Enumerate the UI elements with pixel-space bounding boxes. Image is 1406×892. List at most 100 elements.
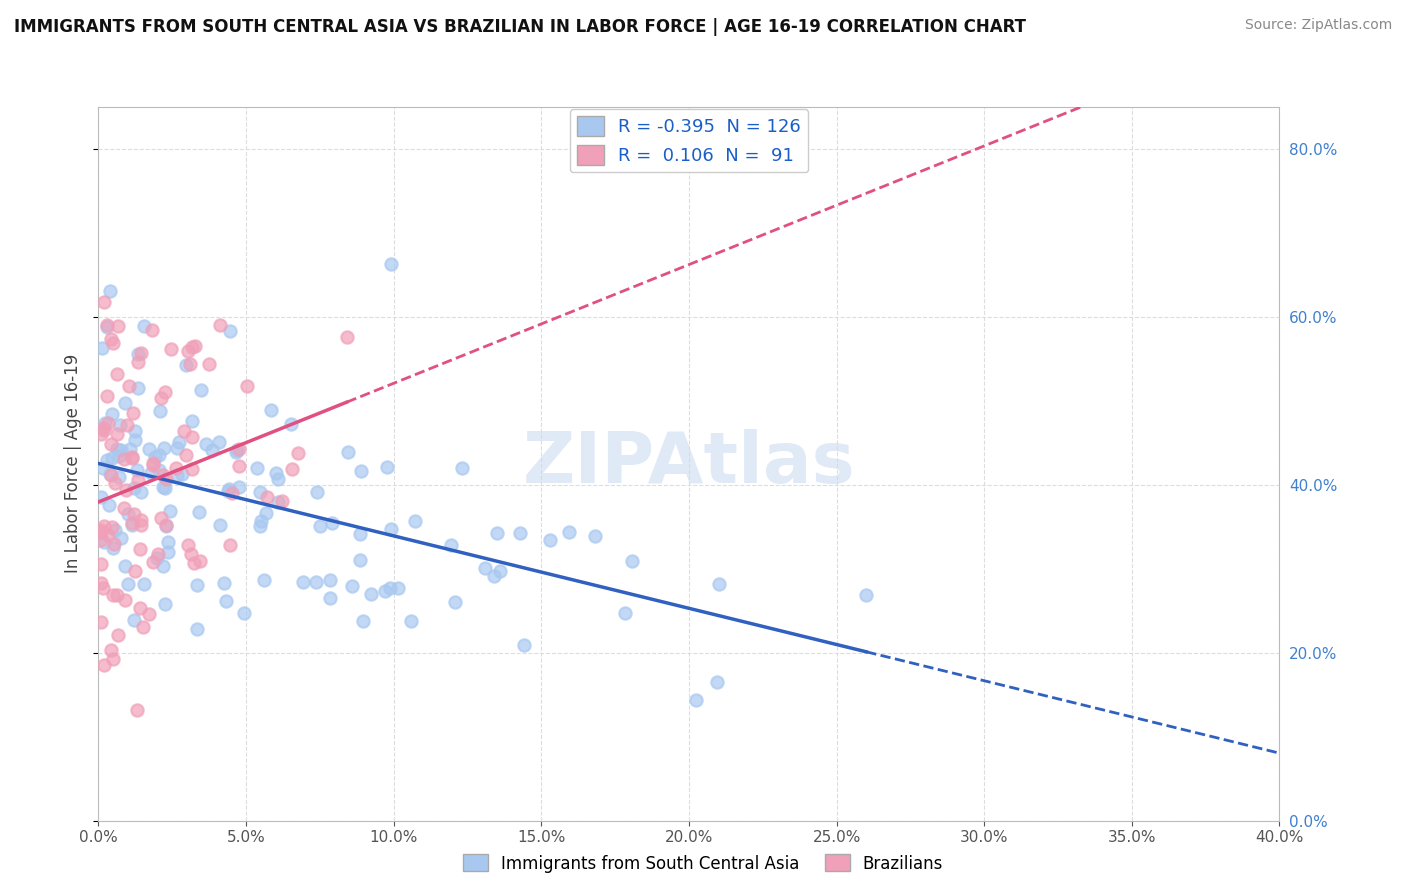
Point — [181, 430, 204, 444]
Point — [107, 628, 129, 642]
Point — [100, 468, 122, 483]
Point — [105, 426, 128, 441]
Point — [114, 396, 136, 410]
Text: Source: ZipAtlas.com: Source: ZipAtlas.com — [1244, 18, 1392, 32]
Point — [583, 529, 606, 543]
Point — [155, 385, 177, 400]
Point — [685, 693, 707, 707]
Point — [440, 537, 463, 551]
Point — [125, 463, 148, 477]
Point — [281, 462, 304, 476]
Point — [375, 459, 398, 474]
Point — [100, 437, 122, 451]
Point — [150, 511, 173, 525]
Point — [488, 564, 510, 578]
Point — [122, 507, 145, 521]
Point — [270, 494, 292, 508]
Point — [149, 391, 172, 405]
Point — [225, 445, 247, 459]
Point — [155, 519, 177, 533]
Point — [160, 342, 183, 356]
Point — [141, 467, 163, 481]
Point — [181, 414, 204, 428]
Point — [115, 417, 138, 432]
Point — [90, 575, 112, 590]
Point — [131, 513, 153, 527]
Point — [228, 442, 250, 456]
Point — [129, 542, 152, 557]
Point — [155, 481, 177, 495]
Point — [538, 533, 561, 547]
Point — [246, 461, 269, 475]
Point — [114, 559, 136, 574]
Point — [110, 532, 132, 546]
Point — [337, 445, 360, 459]
Point — [380, 523, 402, 537]
Point — [404, 514, 426, 528]
Point — [124, 434, 146, 448]
Point — [90, 615, 112, 629]
Point — [190, 383, 212, 397]
Point — [399, 615, 422, 629]
Point — [142, 458, 165, 472]
Point — [153, 441, 176, 455]
Legend: Immigrants from South Central Asia, Brazilians: Immigrants from South Central Asia, Braz… — [456, 847, 950, 880]
Point — [186, 578, 208, 592]
Point — [219, 325, 242, 339]
Point — [103, 588, 125, 602]
Point — [121, 451, 143, 466]
Point — [129, 518, 152, 533]
Point — [159, 504, 181, 518]
Point — [143, 450, 166, 464]
Point — [110, 418, 132, 433]
Point — [186, 622, 208, 636]
Point — [280, 417, 302, 431]
Point — [558, 524, 581, 539]
Point — [249, 485, 271, 500]
Point — [336, 330, 359, 344]
Point — [177, 343, 200, 358]
Point — [201, 443, 224, 458]
Point — [93, 295, 115, 310]
Point — [96, 318, 118, 333]
Point — [266, 495, 288, 509]
Point — [152, 558, 174, 573]
Point — [157, 545, 180, 559]
Point — [127, 347, 149, 361]
Point — [105, 442, 128, 457]
Point — [107, 449, 129, 463]
Point — [124, 481, 146, 495]
Point — [228, 459, 250, 474]
Point — [155, 517, 177, 532]
Point — [93, 657, 115, 672]
Point — [127, 381, 149, 395]
Point — [512, 638, 534, 652]
Point — [349, 464, 371, 478]
Point — [321, 516, 343, 530]
Point — [221, 485, 243, 500]
Point — [308, 519, 330, 533]
Point — [620, 554, 643, 568]
Point — [176, 538, 198, 552]
Point — [90, 426, 112, 441]
Point — [124, 424, 146, 438]
Point — [96, 453, 118, 467]
Point — [349, 552, 371, 566]
Point — [183, 556, 205, 570]
Point — [148, 462, 170, 476]
Y-axis label: In Labor Force | Age 16-19: In Labor Force | Age 16-19 — [65, 354, 83, 574]
Point — [103, 537, 125, 551]
Point — [114, 593, 136, 607]
Point — [91, 421, 114, 435]
Point — [166, 467, 188, 482]
Point — [152, 480, 174, 494]
Point — [486, 526, 509, 541]
Point — [98, 498, 121, 512]
Point — [91, 341, 114, 355]
Point — [267, 472, 290, 486]
Point — [287, 446, 309, 460]
Point — [118, 442, 141, 456]
Text: ZIPAtlas: ZIPAtlas — [523, 429, 855, 499]
Point — [218, 538, 240, 552]
Point — [209, 318, 232, 332]
